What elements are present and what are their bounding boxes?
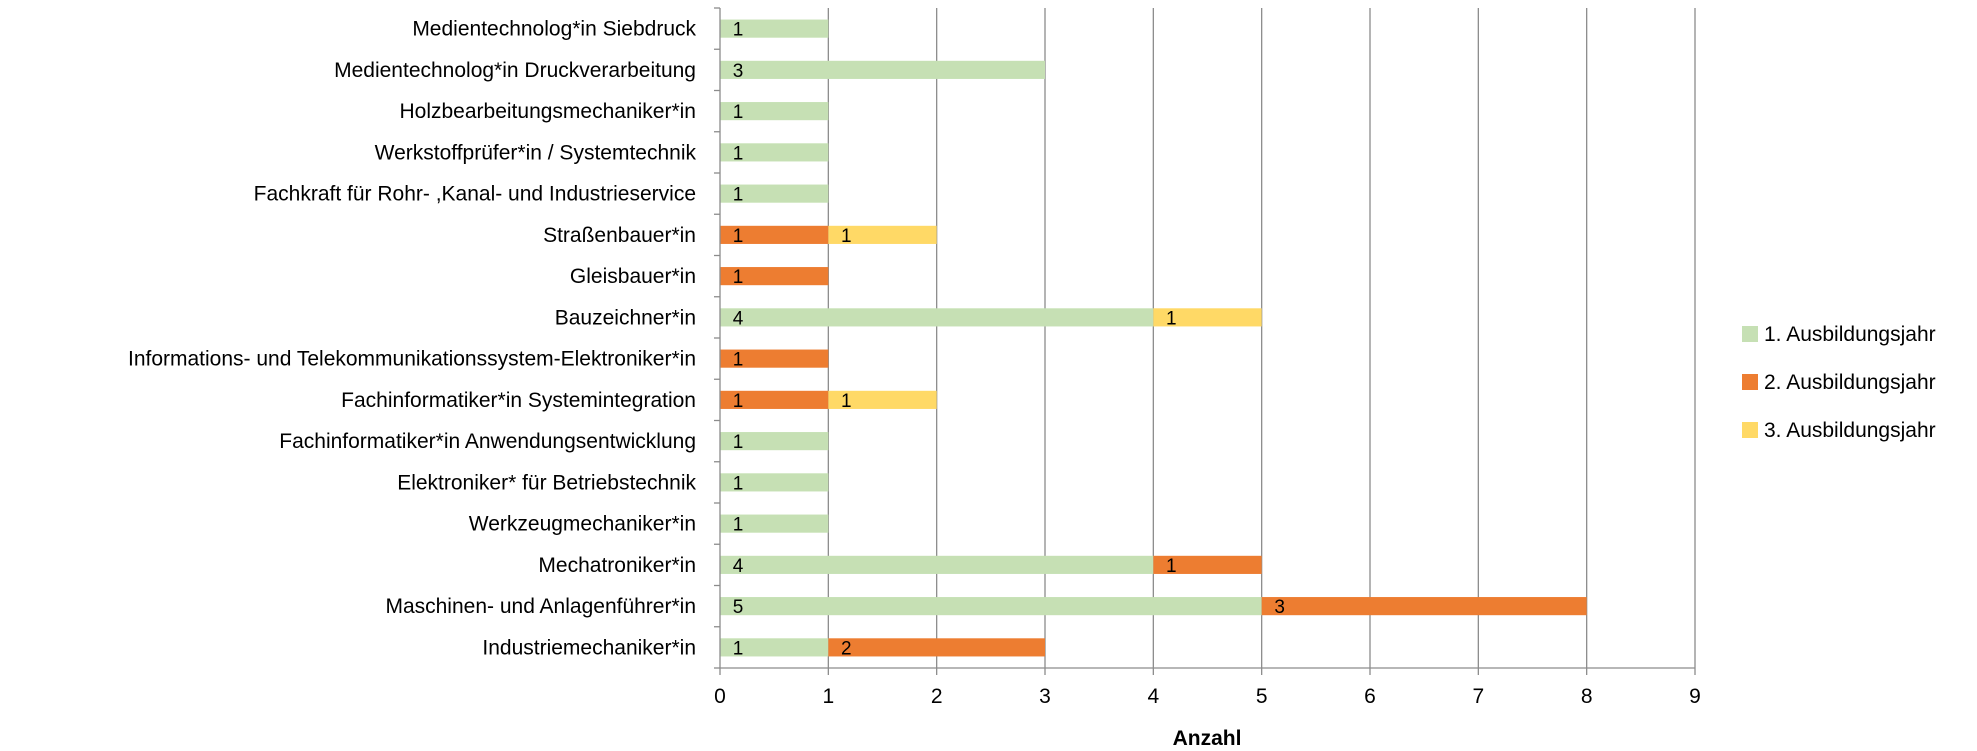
bar-segment [720,308,1154,327]
category-label: Holzbearbeitungsmechaniker*in [399,100,696,123]
bar-segment [720,60,1045,79]
legend: 1. Ausbildungsjahr 2. Ausbildungsjahr 3. A… [1742,323,1936,442]
category-label: Werkstoffprüfer*in / Systemtechnik [375,141,697,164]
bar-segment [828,390,937,409]
bar-segment [720,597,1262,616]
x-tick-label: 7 [1472,685,1484,708]
category-label: Fachinformatiker*in Anwendungsentwicklun… [279,430,696,453]
data-label: 1 [733,102,744,123]
bar-segment [720,143,829,162]
data-label: 1 [733,473,744,494]
bar-segment [720,390,829,409]
data-label: 1 [733,20,744,41]
bar-segment [720,349,829,368]
category-label: Mechatroniker*in [538,554,696,577]
data-label: 4 [733,556,744,577]
data-label: 1 [733,143,744,164]
bar-segment [720,184,829,203]
data-label: 1 [733,638,744,659]
data-label: 3 [1274,597,1285,618]
data-label: 1 [733,515,744,536]
category-label: Straßenbauer*in [543,224,696,247]
bar-segment [828,225,937,244]
x-tick-label: 4 [1147,685,1159,708]
x-tick-label: 1 [822,685,834,708]
bar-segment [720,19,829,38]
category-label: Bauzeichner*in [555,306,696,329]
category-label: Informations- und Telekommunikationssyst… [128,348,696,371]
category-label: Fachinformatiker*in Systemintegration [341,389,696,412]
data-label: 4 [733,308,744,329]
bar-segment [720,432,829,451]
bar-segment [720,473,829,492]
bar-segment [720,267,829,286]
data-label: 1 [1166,308,1177,329]
axes: 0 1 2 3 4 5 6 7 8 9 Medientechnolog*in Siebdruck Me… [128,7,1701,708]
bar-segment [720,638,829,657]
x-axis-title: Anzahl [1173,727,1242,746]
data-label: 1 [733,267,744,288]
data-label: 1 [733,185,744,206]
category-label: Maschinen- und Anlagenführer*in [385,595,696,618]
data-label: 1 [841,391,852,412]
data-label: 1 [841,226,852,247]
category-label: Industriemechaniker*in [482,636,696,659]
bar-segment [828,638,1045,657]
data-label: 5 [733,597,744,618]
legend-label: 2. Ausbildungsjahr [1764,371,1936,394]
category-label: Fachkraft für Rohr- ,Kanal- und Industri… [254,183,696,206]
x-tick-label: 2 [931,685,943,708]
category-label: Elektroniker* für Betriebstechnik [397,471,696,494]
legend-label: 3. Ausbildungsjahr [1764,419,1936,442]
bar-segment [720,555,1154,574]
x-tick-label: 5 [1256,685,1268,708]
data-label: 1 [733,432,744,453]
x-tick-label: 9 [1689,685,1701,708]
bar-segment [720,225,829,244]
x-tick-label: 6 [1364,685,1376,708]
x-tick-label: 3 [1039,685,1051,708]
data-label: 1 [1166,556,1177,577]
gridlines [827,8,1696,668]
data-label: 1 [733,350,744,371]
x-tick-label: 8 [1581,685,1593,708]
category-label: Medientechnolog*in Siebdruck [412,18,696,41]
legend-swatch [1742,422,1758,438]
data-labels: 1 3 1 1 1 1 1 1 4 1 1 1 1 1 1 1 4 1 5 3 1 2 [733,20,1285,660]
category-label: Werkzeugmechaniker*in [469,513,696,536]
bar-segment [720,514,829,533]
category-label: Gleisbauer*in [570,265,696,288]
x-tick-label: 0 [714,685,726,708]
bar-segment [1261,597,1587,616]
category-label: Medientechnolog*in Druckverarbeitung [334,59,696,82]
legend-swatch [1742,374,1758,390]
data-label: 1 [733,226,744,247]
data-label: 2 [841,638,852,659]
data-label: 1 [733,391,744,412]
bars [720,19,1587,657]
bar-segment [1153,308,1262,327]
legend-label: 1. Ausbildungsjahr [1764,323,1936,346]
legend-swatch [1742,326,1758,342]
bar-segment [720,102,829,121]
data-label: 3 [733,61,744,82]
bar-segment [1153,555,1262,574]
